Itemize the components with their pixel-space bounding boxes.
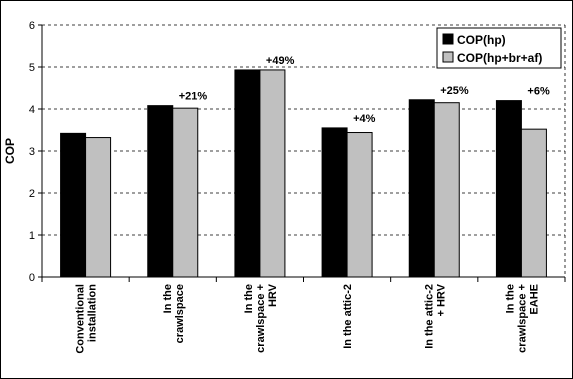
legend: COP(hp) COP(hp+br+af) — [436, 27, 562, 69]
y-axis-title: COP — [3, 138, 17, 164]
percent-annotation: +4% — [353, 113, 376, 125]
percent-annotation: +21% — [179, 91, 208, 103]
x-category-label: In the attic-2 — [342, 284, 354, 349]
legend-label: COP(hp+br+af) — [457, 51, 542, 65]
legend-swatch — [442, 51, 454, 63]
axes: 0 1 2 3 4 5 6 — [29, 20, 566, 284]
x-category-label-line: HRV — [267, 283, 279, 307]
x-category-label: In the crawlspace + HRV — [243, 283, 279, 352]
x-category-label-line: crawlspace + — [516, 284, 528, 353]
bar-cop-hp — [60, 132, 87, 278]
legend-box — [436, 27, 562, 69]
bar-cop-hp-br-af — [172, 107, 199, 278]
percent-annotation: +25% — [440, 85, 469, 97]
x-category-label-line: installation — [87, 284, 99, 342]
x-category-label-line: crawlspace — [174, 284, 186, 343]
gridlines — [42, 24, 566, 277]
x-category-label: Conventional installation — [75, 284, 99, 354]
legend-label: COP(hp) — [457, 33, 506, 47]
x-category-label-line: Conventional — [75, 284, 87, 354]
legend-swatch — [442, 33, 454, 45]
x-category-label-line: In the attic-2 — [342, 284, 354, 349]
bar-cop-hp-br-af — [346, 132, 373, 278]
x-category-label: In the crawlspace + EAHE — [504, 284, 540, 353]
x-category-label-line: In the — [243, 284, 255, 313]
bars — [60, 69, 547, 278]
x-category-label-line: + HRV — [435, 283, 447, 316]
percent-annotation: +6% — [527, 86, 550, 98]
bar-cop-hp-br-af — [520, 128, 547, 278]
y-tick-label: 6 — [29, 20, 35, 32]
x-category-label-line: EAHE — [528, 284, 540, 315]
y-tick-label: 1 — [29, 230, 35, 242]
x-category-label-line: In the attic-2 — [423, 284, 435, 349]
x-category-label-line: In the — [504, 284, 516, 313]
bar-cop-hp — [321, 127, 348, 278]
percent-annotation: +49% — [266, 55, 295, 67]
y-tick-label: 0 — [29, 272, 35, 284]
y-tick-label: 3 — [29, 146, 35, 158]
y-tick-label: 4 — [29, 104, 35, 116]
y-tick-label: 2 — [29, 188, 35, 200]
bar-cop-hp — [408, 99, 435, 278]
bar-cop-hp — [495, 100, 522, 278]
bar-cop-hp-br-af — [85, 137, 112, 278]
x-category-label: In the crawlspace — [162, 284, 186, 343]
y-tick-label: 5 — [29, 62, 35, 74]
bar-cop-hp-br-af — [259, 69, 286, 278]
bar-cop-hp — [234, 69, 261, 278]
labels: Conventional installation In the crawlspace… — [75, 55, 550, 354]
bar-cop-hp-br-af — [433, 102, 460, 278]
x-category-label-line: crawlspace + — [255, 284, 267, 353]
x-category-label: In the attic-2 + HRV — [423, 283, 447, 348]
bar-cop-hp — [147, 105, 174, 278]
x-category-label-line: In the — [162, 284, 174, 313]
